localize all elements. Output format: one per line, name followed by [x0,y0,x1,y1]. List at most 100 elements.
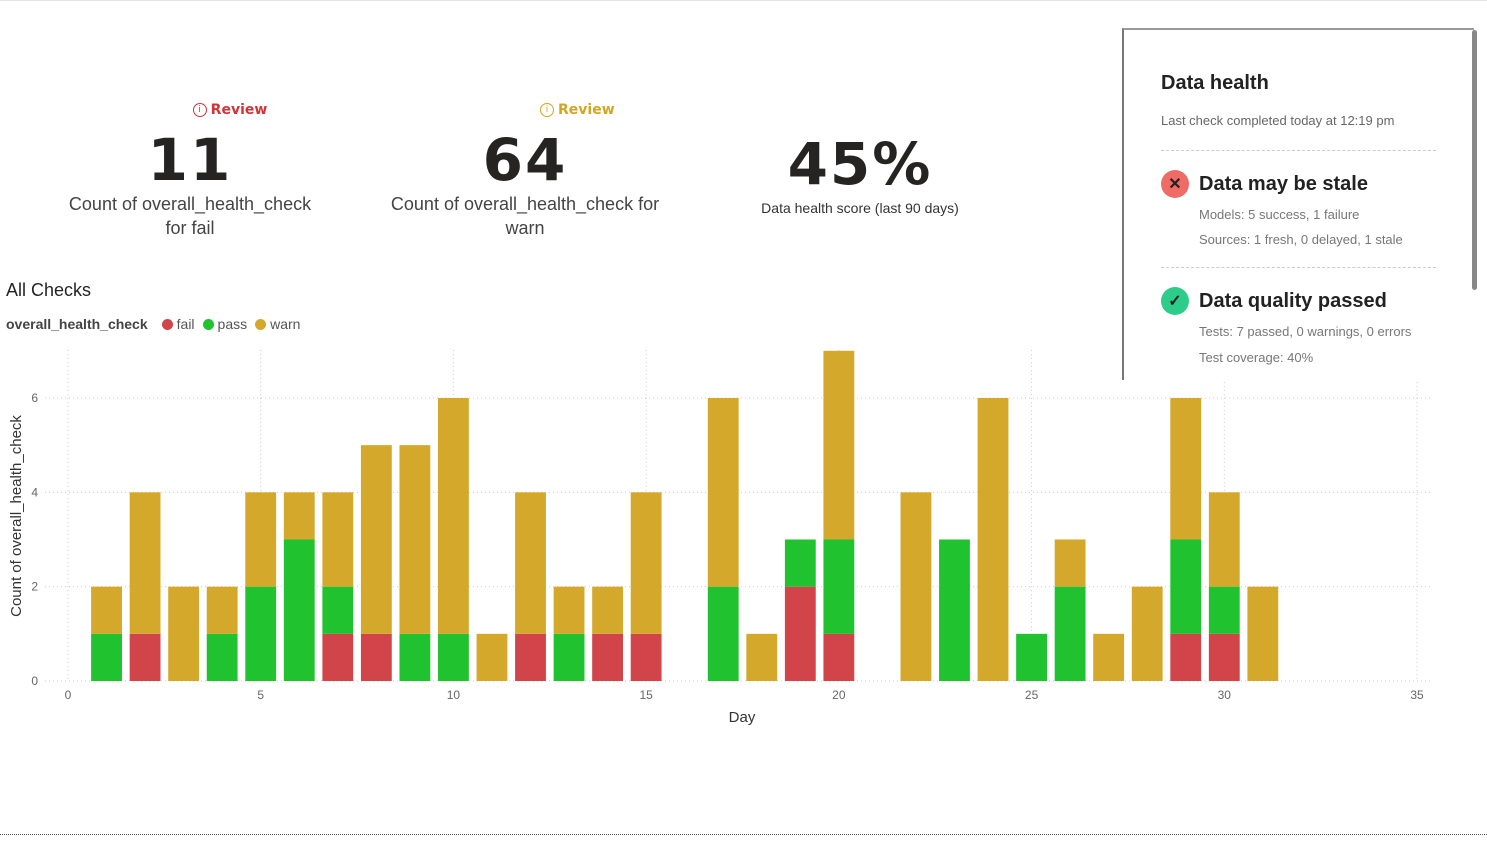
top-divider [0,0,1487,1]
bar-warn [476,633,508,681]
kpi-label: Data health score (last 90 days) [761,200,959,216]
bar-pass [1208,586,1240,634]
bar-warn [283,492,315,540]
y-tick-label: 2 [31,580,38,594]
bar-pass [245,586,277,681]
bar-fail [1208,633,1240,681]
data-health-panel: Data health Last check completed today a… [1122,28,1477,380]
bar-warn [592,586,624,634]
bottom-divider [0,834,1487,835]
bar-fail [322,633,354,681]
bar-warn [630,492,662,634]
bar-warn [438,397,469,634]
legend-item-pass[interactable]: pass [217,316,248,332]
status-detail: Test coverage: 40% [1199,350,1314,365]
bar-warn [515,492,546,634]
bar-warn [168,586,200,681]
bar-warn [206,586,238,634]
tick-labels: 0 5 10 15 20 25 30 35 0 2 4 6 [31,391,1424,702]
x-tick-label: 0 [65,688,72,702]
bar-warn [1054,539,1086,587]
kpi-value: 64 [482,126,568,194]
bar-pass [707,586,739,681]
bar-warn [1170,397,1202,540]
x-tick-label: 25 [1025,688,1039,702]
divider [1161,267,1436,268]
bar-pass [91,633,122,681]
bar-pass [553,633,585,681]
x-tick-label: 30 [1218,688,1232,702]
info-icon: i [192,103,207,117]
y-tick-label: 0 [31,674,38,688]
kpi-card-fail: i Review 11 Count of overall_health_check… [40,102,340,240]
bar-warn [900,492,932,681]
review-label: Review [558,102,615,118]
status-detail: Models: 5 success, 1 failure [1199,207,1360,222]
chart-legend: overall_health_check fail pass warn [6,316,300,332]
bar-warn [1208,492,1240,587]
y-axis-label: Count of overall_health_check [8,415,25,617]
legend-marker-fail [161,318,173,330]
panel-scrollbar[interactable] [1472,30,1477,290]
bar-warn [1247,586,1279,681]
bar-fail [129,633,161,681]
status-detail: Tests: 7 passed, 0 warnings, 0 errors [1199,324,1412,339]
x-tick-label: 20 [832,688,846,702]
legend-marker-pass [202,318,214,330]
kpi-label-line: for fail [165,218,215,238]
kpi-label-line: Count of overall_health_check for [390,194,660,214]
bar-fail [515,633,546,681]
x-tick-label: 15 [639,688,653,702]
bar-pass [1170,539,1202,634]
legend-item-fail[interactable]: fail [176,316,195,332]
chart-title: All Checks [6,280,92,300]
bar-fail [630,633,662,681]
x-axis-label: Day [729,709,756,726]
legend-title: overall_health_check [6,316,148,332]
kpi-value: 11 [147,126,233,194]
x-tick-label: 10 [447,688,461,702]
status-quality: ✓ Data quality passed [1161,287,1387,315]
review-badge[interactable]: i Review [370,102,680,118]
kpi-value: 45% [787,130,933,198]
bar-warn [360,445,392,634]
bar-pass [823,539,855,634]
bar-pass [1054,586,1086,681]
bar-warn [553,586,585,634]
y-tick-label: 6 [31,391,38,405]
status-title: Data may be stale [1199,172,1368,195]
kpi-card-score: 45% Data health score (last 90 days) [710,132,1010,216]
x-tick-label: 35 [1410,688,1424,702]
bar-warn [823,350,855,540]
bar-fail [1170,633,1202,681]
bar-fail [360,633,392,681]
status-detail: Sources: 1 fresh, 0 delayed, 1 stale [1199,232,1403,247]
legend-marker-warn [255,318,267,330]
bar-warn [746,633,778,681]
kpi-label-line: warn [505,218,545,238]
bar-pass [399,633,431,681]
bar-pass [206,633,238,681]
review-badge[interactable]: i Review [40,102,340,118]
bar-warn [707,397,739,587]
panel-title: Data health [1161,72,1269,94]
bar-warn [1093,633,1125,681]
bar-warn [322,492,354,587]
bar-pass [322,586,354,634]
bar-warn [1131,586,1163,681]
x-circle-icon: ✕ [1161,170,1189,198]
kpi-label: Count of overall_health_check for warn [370,192,680,240]
panel-subtitle: Last check completed today at 12:19 pm [1161,113,1395,128]
kpi-label-line: Count of overall_health_check [68,194,312,214]
info-icon: i [540,103,554,117]
status-stale: ✕ Data may be stale [1161,170,1368,198]
bar-fail [823,633,855,681]
bars [91,350,1279,681]
bar-warn [977,397,1009,681]
review-label: Review [210,102,268,118]
bar-warn [399,445,431,634]
bar-pass [939,539,970,681]
legend-item-warn[interactable]: warn [270,316,301,332]
